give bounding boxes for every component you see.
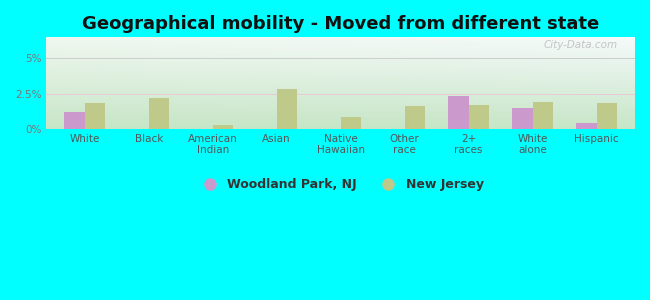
Bar (64, 112, 84, 129)
Bar (405, 106, 425, 129)
Bar (576, 123, 597, 129)
Bar (512, 108, 532, 129)
Title: Geographical mobility - Moved from different state: Geographical mobility - Moved from diffe… (82, 15, 599, 33)
Bar (213, 124, 233, 129)
Bar (277, 89, 297, 129)
Legend: Woodland Park, NJ, New Jersey: Woodland Park, NJ, New Jersey (192, 173, 489, 196)
Bar (448, 96, 469, 129)
Text: City-Data.com: City-Data.com (543, 40, 618, 50)
Bar (597, 103, 617, 129)
Bar (149, 98, 169, 129)
Bar (341, 118, 361, 129)
Bar (532, 102, 553, 129)
Bar (84, 103, 105, 129)
Bar (469, 105, 489, 129)
